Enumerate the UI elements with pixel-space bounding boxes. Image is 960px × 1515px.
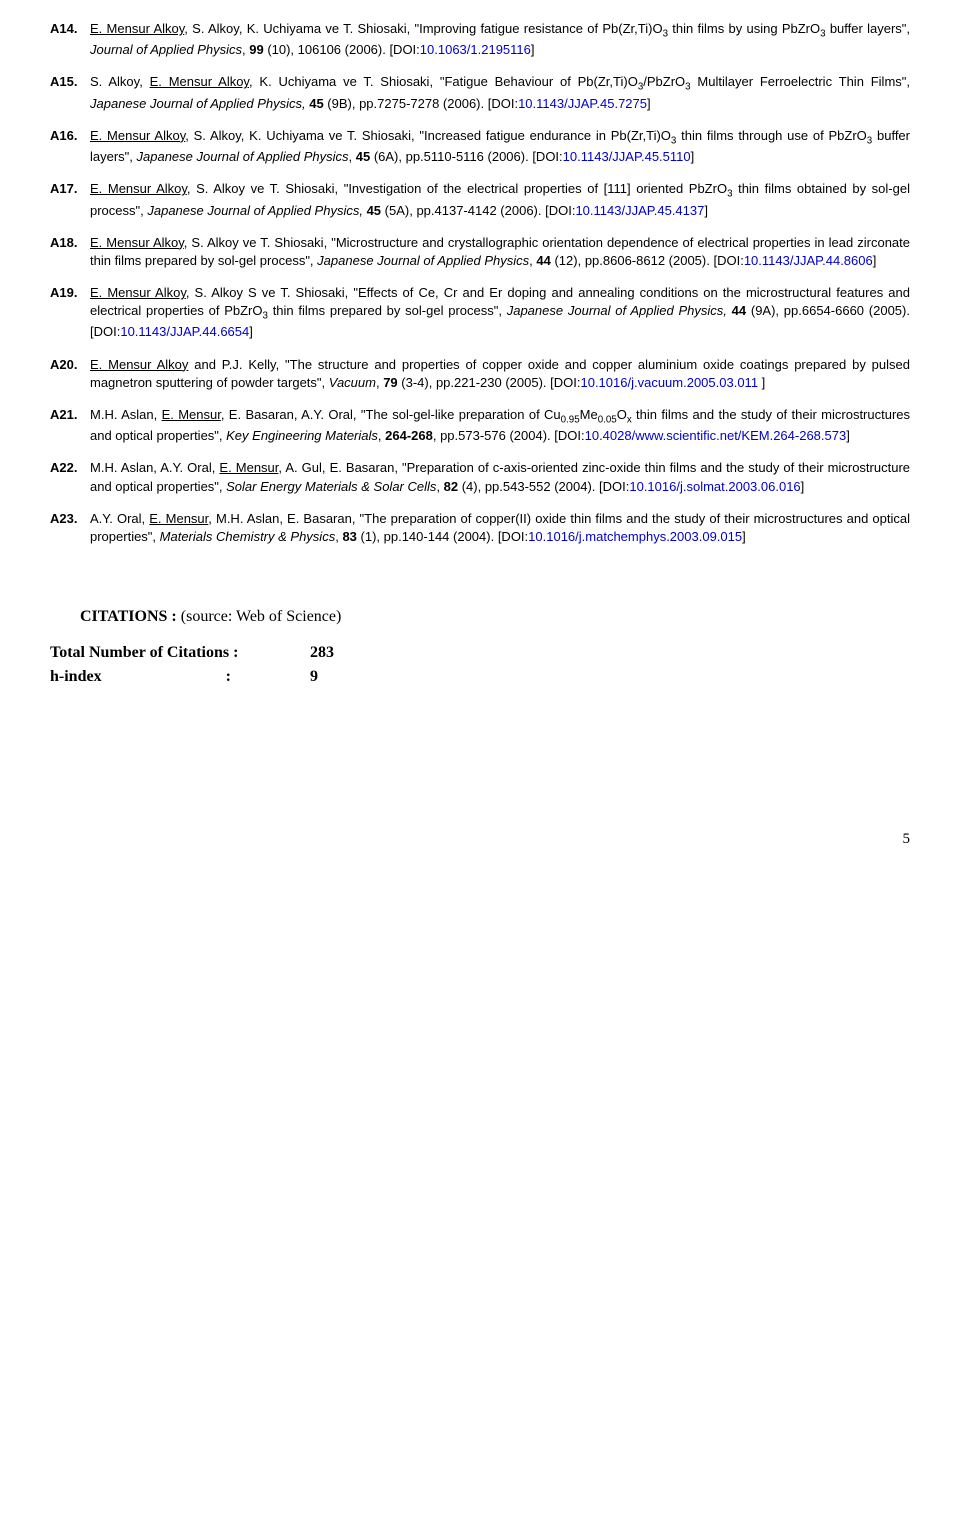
reference-body: E. Mensur Alkoy and P.J. Kelly, "The str… [90,356,910,392]
reference-number: A21. [50,406,90,445]
citations-label: CITATIONS : [80,608,181,625]
reference-item: A19.E. Mensur Alkoy, S. Alkoy S ve T. Sh… [50,284,910,342]
reference-item: A18.E. Mensur Alkoy, S. Alkoy ve T. Shio… [50,234,910,270]
reference-item: A23.A.Y. Oral, E. Mensur, M.H. Aslan, E.… [50,510,910,546]
reference-number: A18. [50,234,90,270]
reference-item: A14.E. Mensur Alkoy, S. Alkoy, K. Uchiya… [50,20,910,59]
reference-item: A20.E. Mensur Alkoy and P.J. Kelly, "The… [50,356,910,392]
reference-item: A17.E. Mensur Alkoy, S. Alkoy ve T. Shio… [50,180,910,219]
total-citations-value: 283 [310,641,334,665]
reference-number: A15. [50,73,90,112]
reference-number: A19. [50,284,90,342]
hindex-value: 9 [310,665,318,689]
reference-number: A20. [50,356,90,392]
reference-item: A21.M.H. Aslan, E. Mensur, E. Basaran, A… [50,406,910,445]
reference-body: E. Mensur Alkoy, S. Alkoy, K. Uchiyama v… [90,127,910,166]
reference-body: M.H. Aslan, A.Y. Oral, E. Mensur, A. Gul… [90,459,910,495]
total-citations-label: Total Number of Citations : [50,641,310,665]
page-number: 5 [50,829,910,850]
hindex-label: h-index : [50,665,310,689]
reference-number: A14. [50,20,90,59]
reference-body: E. Mensur Alkoy, S. Alkoy S ve T. Shiosa… [90,284,910,342]
citations-header: CITATIONS : (source: Web of Science) [80,606,910,628]
reference-item: A22.M.H. Aslan, A.Y. Oral, E. Mensur, A.… [50,459,910,495]
citations-source: (source: Web of Science) [181,608,342,625]
reference-number: A16. [50,127,90,166]
reference-number: A23. [50,510,90,546]
reference-item: A16.E. Mensur Alkoy, S. Alkoy, K. Uchiya… [50,127,910,166]
reference-body: A.Y. Oral, E. Mensur, M.H. Aslan, E. Bas… [90,510,910,546]
reference-body: M.H. Aslan, E. Mensur, E. Basaran, A.Y. … [90,406,910,445]
reference-item: A15.S. Alkoy, E. Mensur Alkoy, K. Uchiya… [50,73,910,112]
reference-body: E. Mensur Alkoy, S. Alkoy ve T. Shiosaki… [90,234,910,270]
citation-stats: Total Number of Citations : 283 h-index … [50,641,910,689]
reference-body: E. Mensur Alkoy, S. Alkoy ve T. Shiosaki… [90,180,910,219]
reference-number: A22. [50,459,90,495]
reference-body: E. Mensur Alkoy, S. Alkoy, K. Uchiyama v… [90,20,910,59]
reference-number: A17. [50,180,90,219]
reference-body: S. Alkoy, E. Mensur Alkoy, K. Uchiyama v… [90,73,910,112]
